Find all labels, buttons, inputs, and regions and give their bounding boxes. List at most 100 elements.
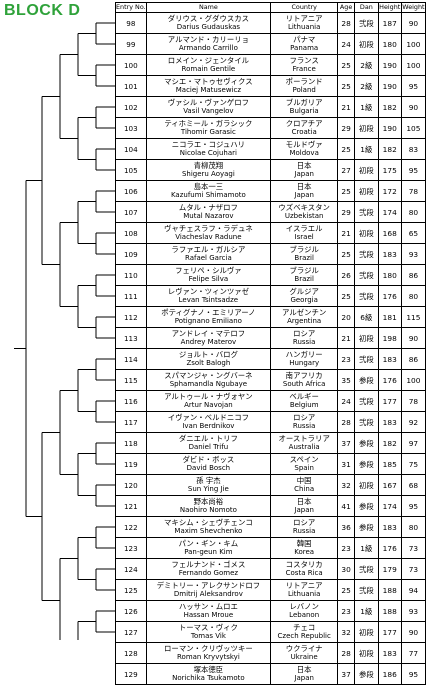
country: 日本 Japan — [270, 663, 339, 685]
weight: 95 — [400, 75, 426, 97]
weight: 80 — [400, 516, 426, 538]
country-japanese: 韓国 — [296, 538, 312, 548]
competitor-name: ラファエル・ガルシア Rafael Garcia — [145, 243, 272, 265]
country: ロシア Russia — [270, 327, 339, 349]
country: コスタリカ Costa Rica — [270, 558, 339, 580]
age: 25 — [337, 54, 356, 76]
height: 176 — [377, 285, 402, 307]
entry-no: 129 — [115, 663, 147, 685]
dan-rank: 初段 — [354, 327, 379, 349]
country-japanese: 日本 — [296, 160, 312, 170]
age: 32 — [337, 621, 356, 643]
competitor-name: パン・ギン・キム Pan-geun Kim — [145, 537, 272, 559]
country: ブラジル Brazil — [270, 243, 339, 265]
competitor-name: 野本尚裕 Naohiro Nomoto — [145, 495, 272, 517]
country: ベルギー Belgium — [270, 390, 339, 412]
country: チェコ Czech Republic — [270, 621, 339, 643]
country-english: Lithuania — [287, 590, 321, 598]
country-english: France — [292, 65, 316, 73]
table-row: 111 レヴァン・ツィンツァゼ Levan Tsintsadze グルジア Georgi… — [115, 285, 426, 307]
age: 24 — [337, 390, 356, 412]
name-japanese: ヴァシル・ヴァンゲロフ — [167, 97, 250, 107]
table-row: 127 トーマス・ヴィク Tomas Vik チェコ Czech Republic 32 初… — [115, 621, 426, 643]
country: 中国 China — [270, 474, 339, 496]
entry-no: 115 — [115, 369, 147, 391]
country-japanese: イスラエル — [285, 223, 323, 233]
table-row: 106 島本一三 Kazufumi Shimamoto 日本 Japan 25 初段 172 7… — [115, 180, 426, 202]
country-japanese: グルジア — [289, 286, 319, 296]
table-row: 113 アンドレイ・マテロフ Andrey Materov ロシア Russia 21 初段… — [115, 327, 426, 349]
name-japanese: マキシム・シェヴチェンコ — [164, 517, 253, 527]
height: 176 — [377, 537, 402, 559]
country-english: Czech Republic — [277, 632, 331, 640]
country-japanese: チェコ — [293, 622, 316, 632]
dan-rank: 初段 — [354, 474, 379, 496]
country: 日本 Japan — [270, 159, 339, 181]
table-row: 109 ラファエル・ガルシア Rafael Garcia ブラジル Brazil 25 弐段… — [115, 243, 426, 265]
name-japanese: ヴャチェスラフ・ラデュネ — [164, 223, 253, 233]
country-japanese: 日本 — [296, 664, 312, 674]
country-japanese: ロシア — [293, 517, 316, 527]
name-japanese: アルトゥール・ナヴォヤン — [164, 391, 253, 401]
name-japanese: イヴァン・ベルドニコフ — [167, 412, 250, 422]
country-japanese: リトアニア — [285, 580, 323, 590]
name-japanese: フェリペ・シルヴァ — [175, 265, 242, 275]
country: ハンガリー Hungary — [270, 348, 339, 370]
entry-no: 120 — [115, 474, 147, 496]
country-japanese: ロシア — [293, 412, 316, 422]
entry-no: 105 — [115, 159, 147, 181]
name-english: Vasil Vangelov — [183, 107, 234, 115]
weight: 93 — [400, 243, 426, 265]
weight: 95 — [400, 495, 426, 517]
entry-no: 110 — [115, 264, 147, 286]
age: 30 — [337, 558, 356, 580]
country-japanese: ウズベキスタン — [278, 202, 330, 212]
table-row: 121 野本尚裕 Naohiro Nomoto 日本 Japan 41 参段 174 95 — [115, 495, 426, 517]
name-japanese: レヴァン・ツィンツァゼ — [167, 286, 250, 296]
country-japanese: モルドヴァ — [285, 139, 323, 149]
name-english: David Bosch — [186, 464, 231, 472]
competitor-name: ダリウス・グダウスカス Darius Gudauskas — [145, 12, 272, 34]
weight: 100 — [400, 369, 426, 391]
name-english: Daniel Trifu — [188, 443, 229, 451]
age: 27 — [337, 159, 356, 181]
weight: 100 — [400, 33, 426, 55]
name-japanese: ニコラエ・コジュハリ — [171, 139, 246, 149]
country: フランス France — [270, 54, 339, 76]
name-japanese: ロメイン・ジェンタイル — [167, 55, 250, 65]
table-row: 105 青柳茂翔 Shigeru Aoyagi 日本 Japan 27 初段 175 95 — [115, 159, 426, 181]
height: 177 — [377, 390, 402, 412]
country-english: Russia — [292, 527, 316, 535]
age: 21 — [337, 327, 356, 349]
entry-no: 102 — [115, 96, 147, 118]
entry-no: 123 — [115, 537, 147, 559]
name-japanese: ダリウス・グダウスカス — [167, 13, 250, 23]
name-english: Sphamandla Ngubaye — [169, 380, 248, 388]
table-row: 114 ジョルト・バログ Zsolt Balogh ハンガリー Hungary 23 弐段 1… — [115, 348, 426, 370]
age: 23 — [337, 348, 356, 370]
table-row: 128 ローマン・クリヴッツキー Roman Kryvytskyi ウクライナ Ukra… — [115, 642, 426, 664]
name-japanese: スパマンジャ・ングバーネ — [164, 370, 253, 380]
name-japanese: 塚本徳臣 — [193, 664, 224, 674]
entry-no: 122 — [115, 516, 147, 538]
country-english: Belgium — [289, 401, 319, 409]
dan-rank: 弐段 — [354, 201, 379, 223]
header-country: Country — [270, 2, 339, 13]
dan-rank: 参段 — [354, 495, 379, 517]
entry-no: 118 — [115, 432, 147, 454]
country: 韓国 Korea — [270, 537, 339, 559]
competitor-name: ポティグナノ・エミリアーノ Potignano Emiliano — [145, 306, 272, 328]
country-japanese: 中国 — [296, 475, 312, 485]
age: 25 — [337, 243, 356, 265]
table-row: 115 スパマンジャ・ングバーネ Sphamandla Ngubaye 南アフリカ So… — [115, 369, 426, 391]
age: 28 — [337, 642, 356, 664]
name-japanese: アルマンド・カリーリョ — [167, 34, 249, 44]
name-japanese: ポティグナノ・エミリアーノ — [161, 307, 256, 317]
country: モルドヴァ Moldova — [270, 138, 339, 160]
name-english: Dmitrij Aleksandrov — [173, 590, 243, 598]
competitor-name: 青柳茂翔 Shigeru Aoyagi — [145, 159, 272, 181]
header-dan: Dan — [354, 2, 379, 13]
country-japanese: ウクライナ — [285, 643, 323, 653]
block-title: BLOCK D — [4, 2, 81, 19]
country-english: Israel — [294, 233, 314, 241]
